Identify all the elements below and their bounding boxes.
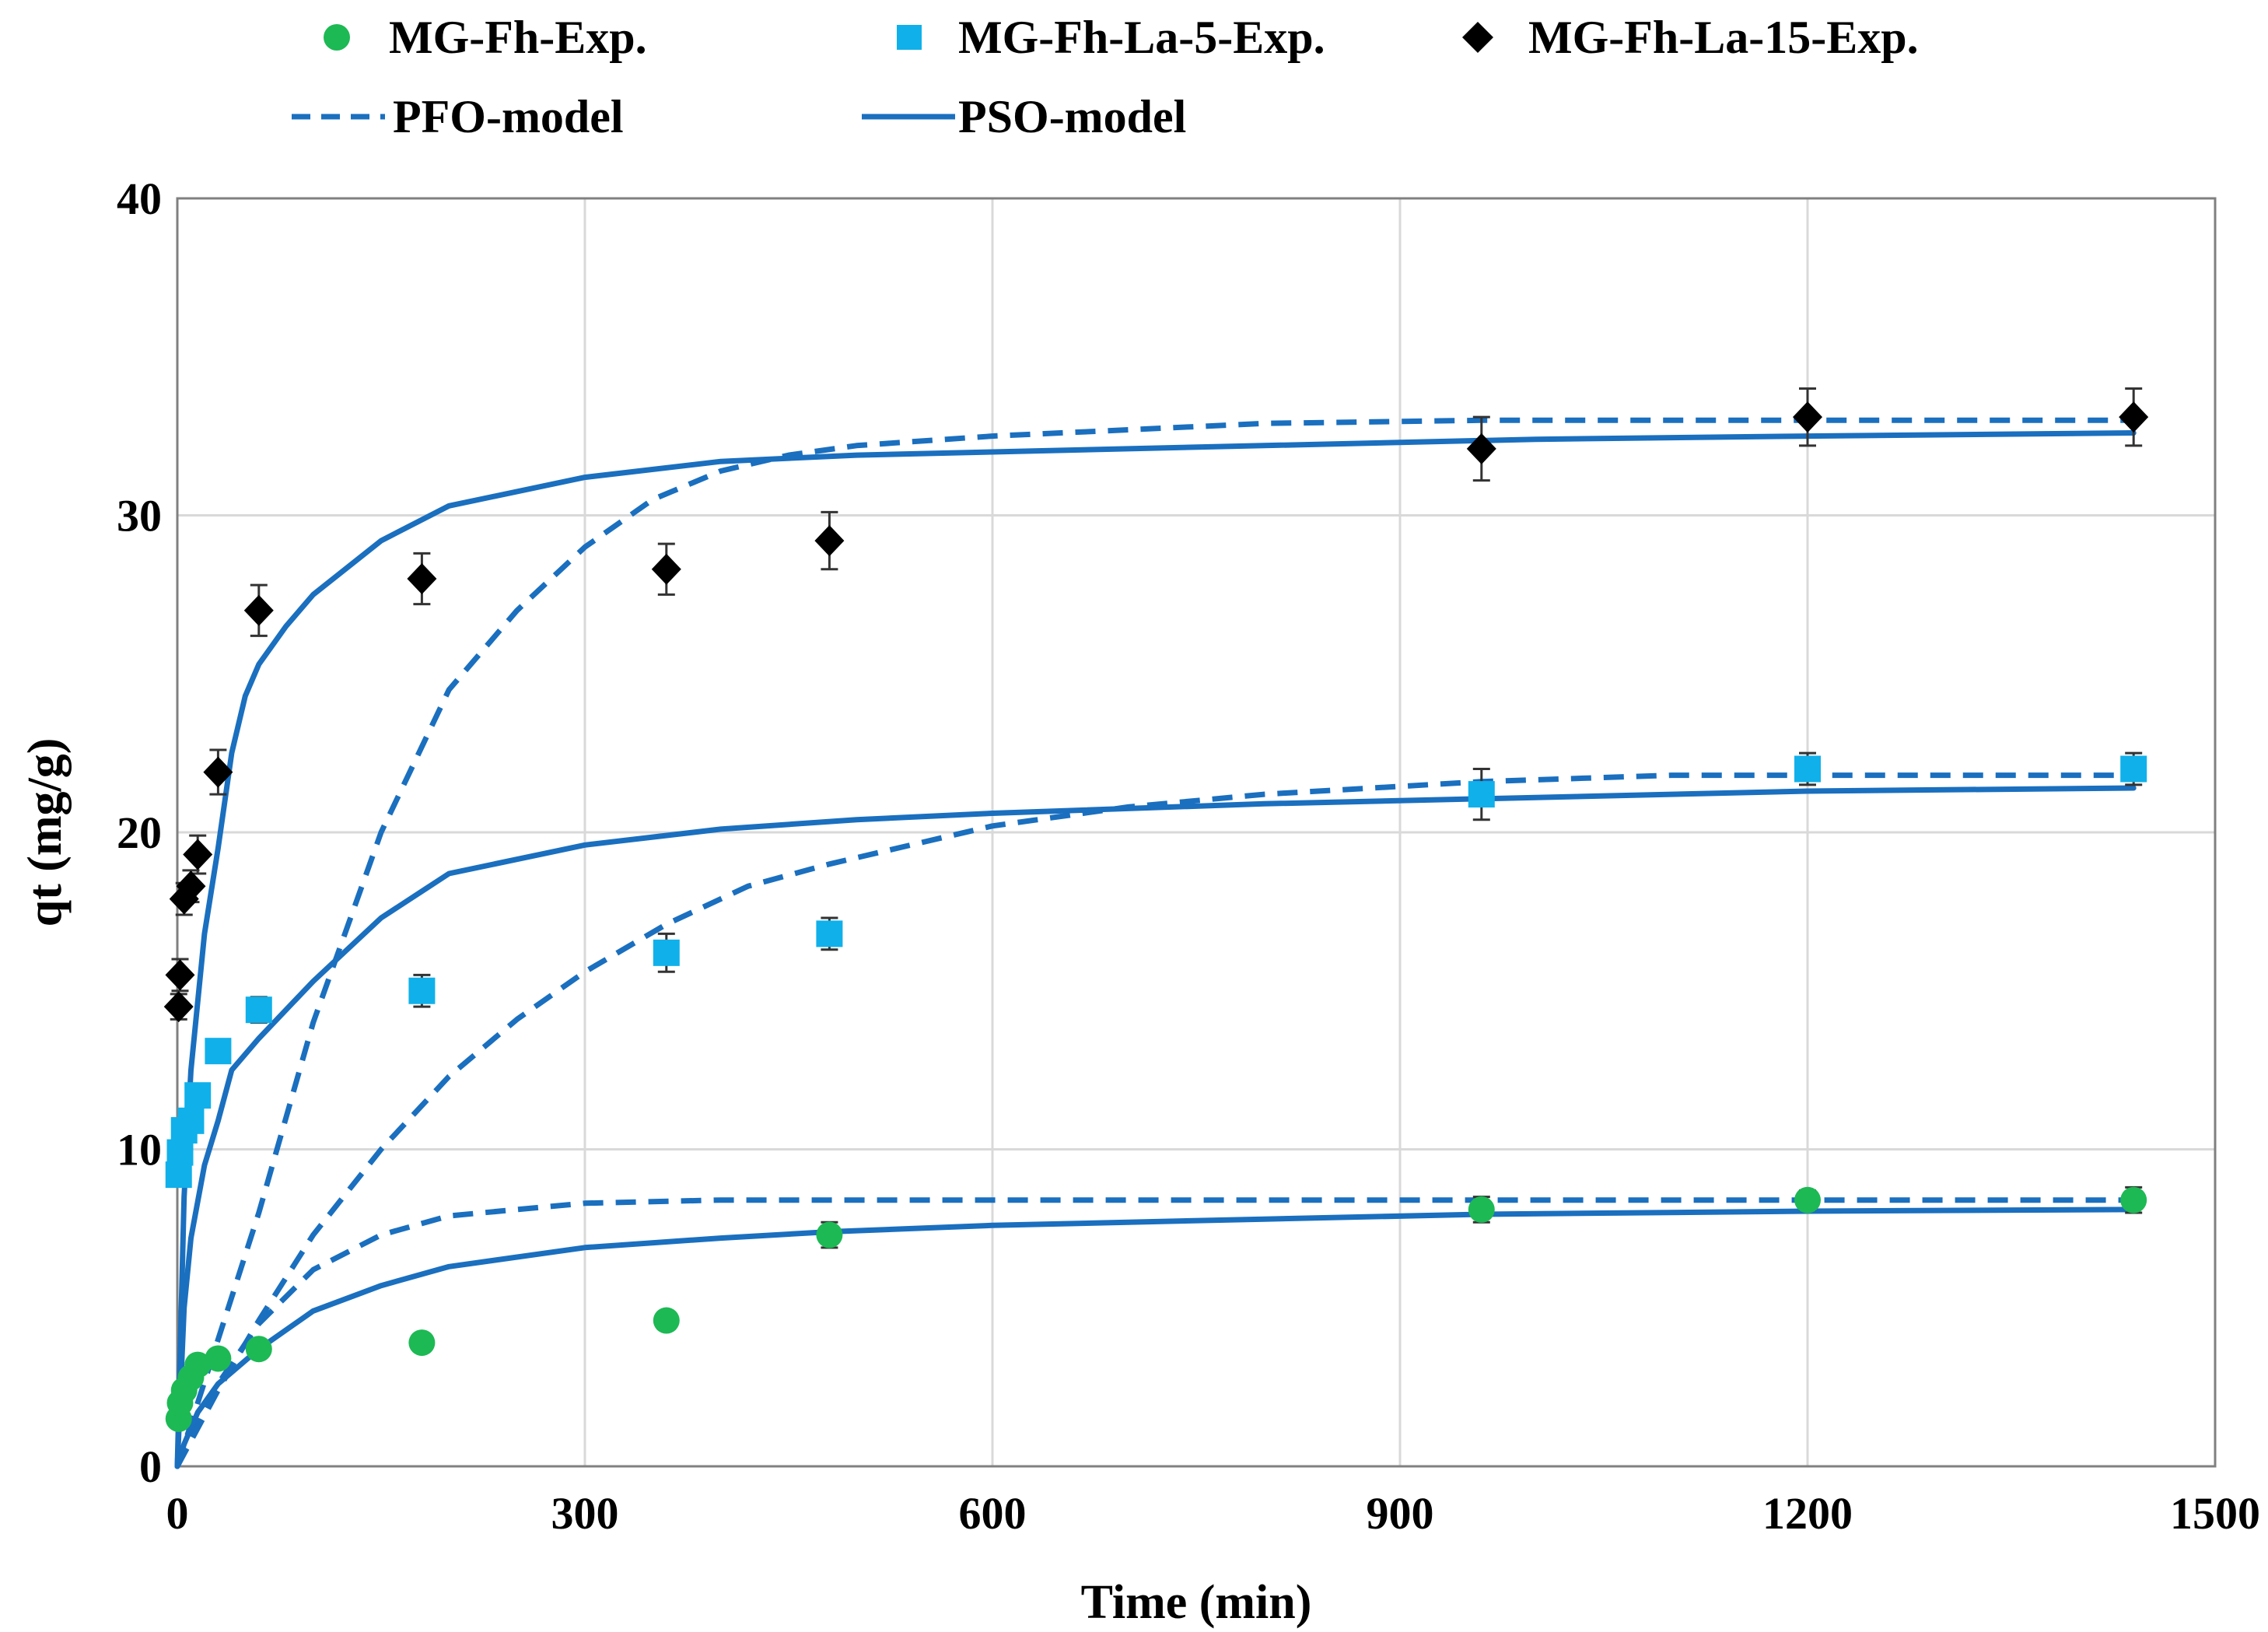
data-point-mg-fh-la-15-exp: [1793, 401, 1822, 433]
data-point-mg-fh-exp: [653, 1307, 680, 1334]
x-tick-label: 0: [166, 1488, 189, 1539]
y-axis-title: qt (mg/g): [19, 738, 72, 927]
y-tick-label: 30: [117, 491, 162, 541]
x-tick-label: 600: [959, 1488, 1027, 1539]
legend-label-pfo: PFO-model: [393, 91, 624, 142]
pfo-curve-mg-fh-la-5: [174, 772, 2134, 1468]
experimental-points: [163, 401, 2149, 1432]
data-point-mg-fh-la-15-exp: [2119, 401, 2149, 433]
data-point-mg-fh-la-15-exp: [407, 563, 437, 594]
y-axis-ticks: 0 10 20 30 40: [117, 173, 162, 1492]
data-point-mg-fh-la-15-exp: [203, 756, 233, 788]
data-point-mg-fh-exp: [816, 1221, 843, 1249]
legend-label-mg-fh-la-15: MG-Fh-La-15-Exp.: [1528, 12, 1919, 63]
legend-label-mg-fh: MG-Fh-Exp.: [389, 12, 647, 63]
plot-area-frame: [176, 197, 2217, 1468]
data-point-mg-fh-exp: [1468, 1196, 1495, 1223]
legend-marker-mg-fh: [324, 24, 350, 51]
pfo-curve-mg-fh: [174, 1197, 2134, 1468]
data-point-mg-fh-la-15-exp: [243, 594, 274, 626]
data-point-mg-fh-exp: [245, 1336, 272, 1363]
data-point-mg-fh-exp: [2120, 1186, 2147, 1213]
pso-curve-mg-fh-la-15: [174, 430, 2137, 1469]
x-tick-label: 300: [551, 1488, 619, 1539]
legend: MG-Fh-Exp. MG-Fh-La-5-Exp. MG-Fh-La-15-E…: [292, 12, 1919, 142]
data-point-mg-fh-la-5-exp: [177, 1107, 205, 1134]
data-point-mg-fh-exp: [1794, 1186, 1821, 1213]
data-point-mg-fh-la-5-exp: [165, 1161, 192, 1189]
x-axis-title: Time (min): [1081, 1576, 1312, 1629]
data-point-mg-fh-la-5-exp: [816, 920, 843, 947]
pso-curve-mg-fh-la-5: [174, 785, 2137, 1469]
data-point-mg-fh-la-5-exp: [1794, 755, 1821, 783]
data-point-mg-fh-la-5-exp: [1468, 781, 1495, 808]
legend-label-pso: PSO-model: [958, 91, 1186, 142]
data-point-mg-fh-exp: [205, 1345, 232, 1372]
y-tick-label: 20: [117, 807, 162, 858]
model-curves: [174, 417, 2137, 1469]
y-tick-label: 40: [117, 173, 162, 224]
data-point-mg-fh-la-15-exp: [814, 525, 845, 557]
data-point-mg-fh-la-5-exp: [205, 1038, 232, 1065]
data-point-mg-fh-la-5-exp: [2120, 755, 2147, 783]
pfo-curve-mg-fh-la-15: [174, 417, 2134, 1468]
data-point-mg-fh-exp: [408, 1329, 436, 1357]
data-point-mg-fh-la-5-exp: [408, 977, 436, 1004]
data-point-mg-fh-la-5-exp: [166, 1139, 194, 1166]
x-tick-label: 1200: [1762, 1488, 1853, 1539]
legend-label-mg-fh-la-5: MG-Fh-La-5-Exp.: [958, 12, 1325, 63]
data-point-mg-fh-la-15-exp: [651, 553, 681, 585]
legend-marker-mg-fh-la-15: [1462, 22, 1493, 53]
data-point-mg-fh-la-15-exp: [176, 870, 206, 902]
x-tick-label: 900: [1367, 1488, 1434, 1539]
data-point-mg-fh-la-5-exp: [653, 939, 680, 966]
data-point-mg-fh-la-15-exp: [1466, 433, 1496, 464]
data-point-mg-fh-la-15-exp: [183, 839, 213, 870]
data-point-mg-fh-la-15-exp: [165, 959, 195, 991]
legend-marker-mg-fh-la-5: [897, 25, 922, 50]
data-point-mg-fh-la-5-exp: [245, 996, 272, 1024]
data-point-mg-fh-la-15-exp: [163, 991, 194, 1023]
data-point-mg-fh-exp: [184, 1351, 212, 1378]
pso-curve-mg-fh: [174, 1206, 2137, 1469]
x-axis-ticks: 0 300 600 900 1200 1500: [166, 1488, 2261, 1539]
y-tick-label: 10: [117, 1125, 162, 1175]
y-tick-label: 0: [139, 1441, 162, 1492]
x-tick-label: 1500: [2170, 1488, 2260, 1539]
data-point-mg-fh-la-5-exp: [184, 1082, 212, 1109]
